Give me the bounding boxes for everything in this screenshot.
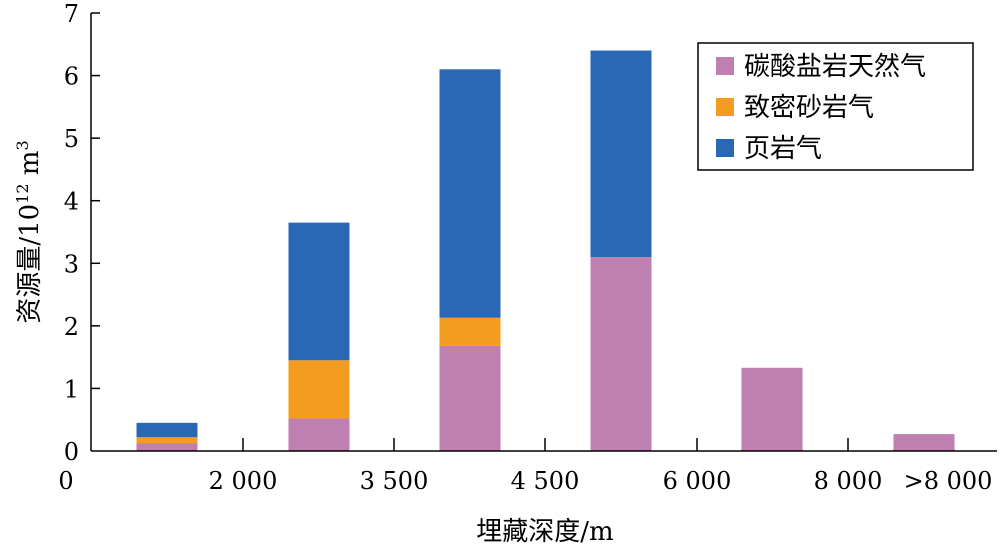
bar-segment-shale xyxy=(136,422,198,438)
bar-segment-shale xyxy=(439,69,501,318)
bar-segment-shale xyxy=(288,222,350,361)
y-tick-label: 2 xyxy=(64,313,79,341)
x-tick-label: 6 000 xyxy=(663,467,732,495)
y-tick-label: 4 xyxy=(64,188,79,216)
x-tick-label: >8 000 xyxy=(904,467,993,495)
y-axis-title-unit: m xyxy=(15,151,45,184)
bar-segment-carbonate xyxy=(288,418,350,451)
legend-swatch xyxy=(716,98,734,116)
x-tick-label: 0 xyxy=(58,467,73,495)
bar-segment-tight-sand xyxy=(439,317,501,346)
legend-label: 页岩气 xyxy=(744,134,822,164)
y-axis-title-exp: 12 xyxy=(13,183,32,203)
legend-swatch xyxy=(716,139,734,157)
bar-segment-shale xyxy=(590,50,652,258)
y-axis-title: 资源量/1012 m3 xyxy=(13,140,45,323)
bar-segment-carbonate xyxy=(893,434,955,451)
x-tick-label: 8 000 xyxy=(814,467,883,495)
x-tick-label: 2 000 xyxy=(209,467,278,495)
y-axis-title-unit-exp: 3 xyxy=(13,140,32,150)
legend-label: 碳酸盐岩天然气 xyxy=(744,52,926,82)
x-ticks-group: 0 2 000 3 500 4 500 6 000 8 000 >8 000 xyxy=(58,438,992,495)
bar-segment-carbonate xyxy=(136,443,198,451)
bar-segment-tight-sand xyxy=(136,437,198,444)
y-ticks-group: 0 1 2 3 4 5 6 7 xyxy=(64,0,100,466)
y-tick-label: 0 xyxy=(64,438,79,466)
y-tick-label: 6 xyxy=(64,63,79,91)
y-tick-label: 1 xyxy=(64,375,79,403)
bar-segment-carbonate xyxy=(741,367,803,451)
bar-segment-carbonate xyxy=(590,257,652,451)
x-tick-label: 3 500 xyxy=(360,467,429,495)
axes-group xyxy=(90,13,997,452)
y-tick-label: 3 xyxy=(64,250,79,278)
x-axis-title: 埋藏深度/m xyxy=(476,517,613,547)
bar-segment-carbonate xyxy=(439,345,501,451)
y-tick-label: 7 xyxy=(64,0,79,28)
legend-box xyxy=(697,42,974,171)
legend-swatch xyxy=(716,57,734,75)
x-tick-label: 4 500 xyxy=(511,467,580,495)
legend-label: 致密砂岩气 xyxy=(744,93,874,123)
y-axis-title-main: 资源量/10 xyxy=(15,204,45,324)
y-tick-label: 5 xyxy=(64,125,79,153)
bars-group xyxy=(136,50,955,451)
bar-segment-tight-sand xyxy=(288,360,350,419)
